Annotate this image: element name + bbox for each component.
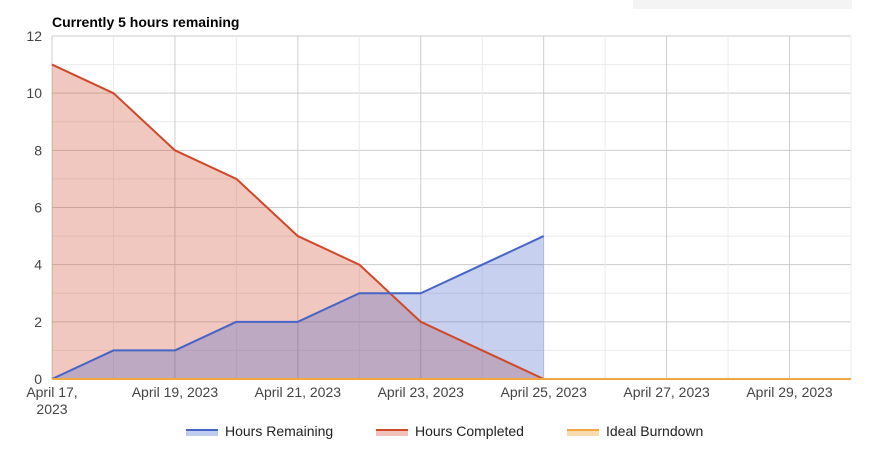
legend-item: Hours Completed xyxy=(376,423,524,439)
legend-swatch xyxy=(376,430,408,436)
y-tick-label: 10 xyxy=(26,85,42,101)
x-tick-label: 2023 xyxy=(36,401,67,417)
legend: Hours Remaining Hours Completed Ideal Burn… xyxy=(186,423,703,439)
legend-item: Hours Remaining xyxy=(186,423,333,439)
x-tick-label: April 25, 2023 xyxy=(500,384,587,400)
line-hours-completed xyxy=(51,63,545,380)
axis-labels: 0 2 4 6 8 10 12 April 17,2023 April 19, 2023 Apri… xyxy=(26,28,833,417)
chart-title: Currently 5 hours remaining xyxy=(52,14,239,30)
x-tick-label: April 19, 2023 xyxy=(132,384,219,400)
line-hours-remaining xyxy=(51,235,545,380)
y-tick-label: 12 xyxy=(26,28,42,44)
legend-swatch xyxy=(567,430,599,436)
series-lines xyxy=(51,63,851,380)
legend-label: Ideal Burndown xyxy=(606,423,703,439)
legend-swatch xyxy=(186,430,218,436)
x-tick-label: April 29, 2023 xyxy=(746,384,833,400)
x-tick-label: April 23, 2023 xyxy=(378,384,465,400)
area-hours-completed xyxy=(52,64,544,379)
top-panel-edge xyxy=(633,0,852,9)
legend-label: Hours Completed xyxy=(415,423,524,439)
series-areas xyxy=(52,64,544,379)
y-tick-label: 0 xyxy=(34,371,42,387)
y-tick-label: 4 xyxy=(34,257,42,273)
y-tick-label: 2 xyxy=(34,314,42,330)
x-tick-label: April 21, 2023 xyxy=(255,384,342,400)
legend-label: Hours Remaining xyxy=(225,423,333,439)
x-tick-label: April 17, xyxy=(26,384,77,400)
x-tick-label: April 27, 2023 xyxy=(623,384,710,400)
legend-item: Ideal Burndown xyxy=(567,423,703,439)
area-hours-remaining xyxy=(52,236,544,379)
y-tick-label: 6 xyxy=(34,200,42,216)
y-tick-label: 8 xyxy=(34,142,42,158)
grid-lines xyxy=(51,35,852,380)
